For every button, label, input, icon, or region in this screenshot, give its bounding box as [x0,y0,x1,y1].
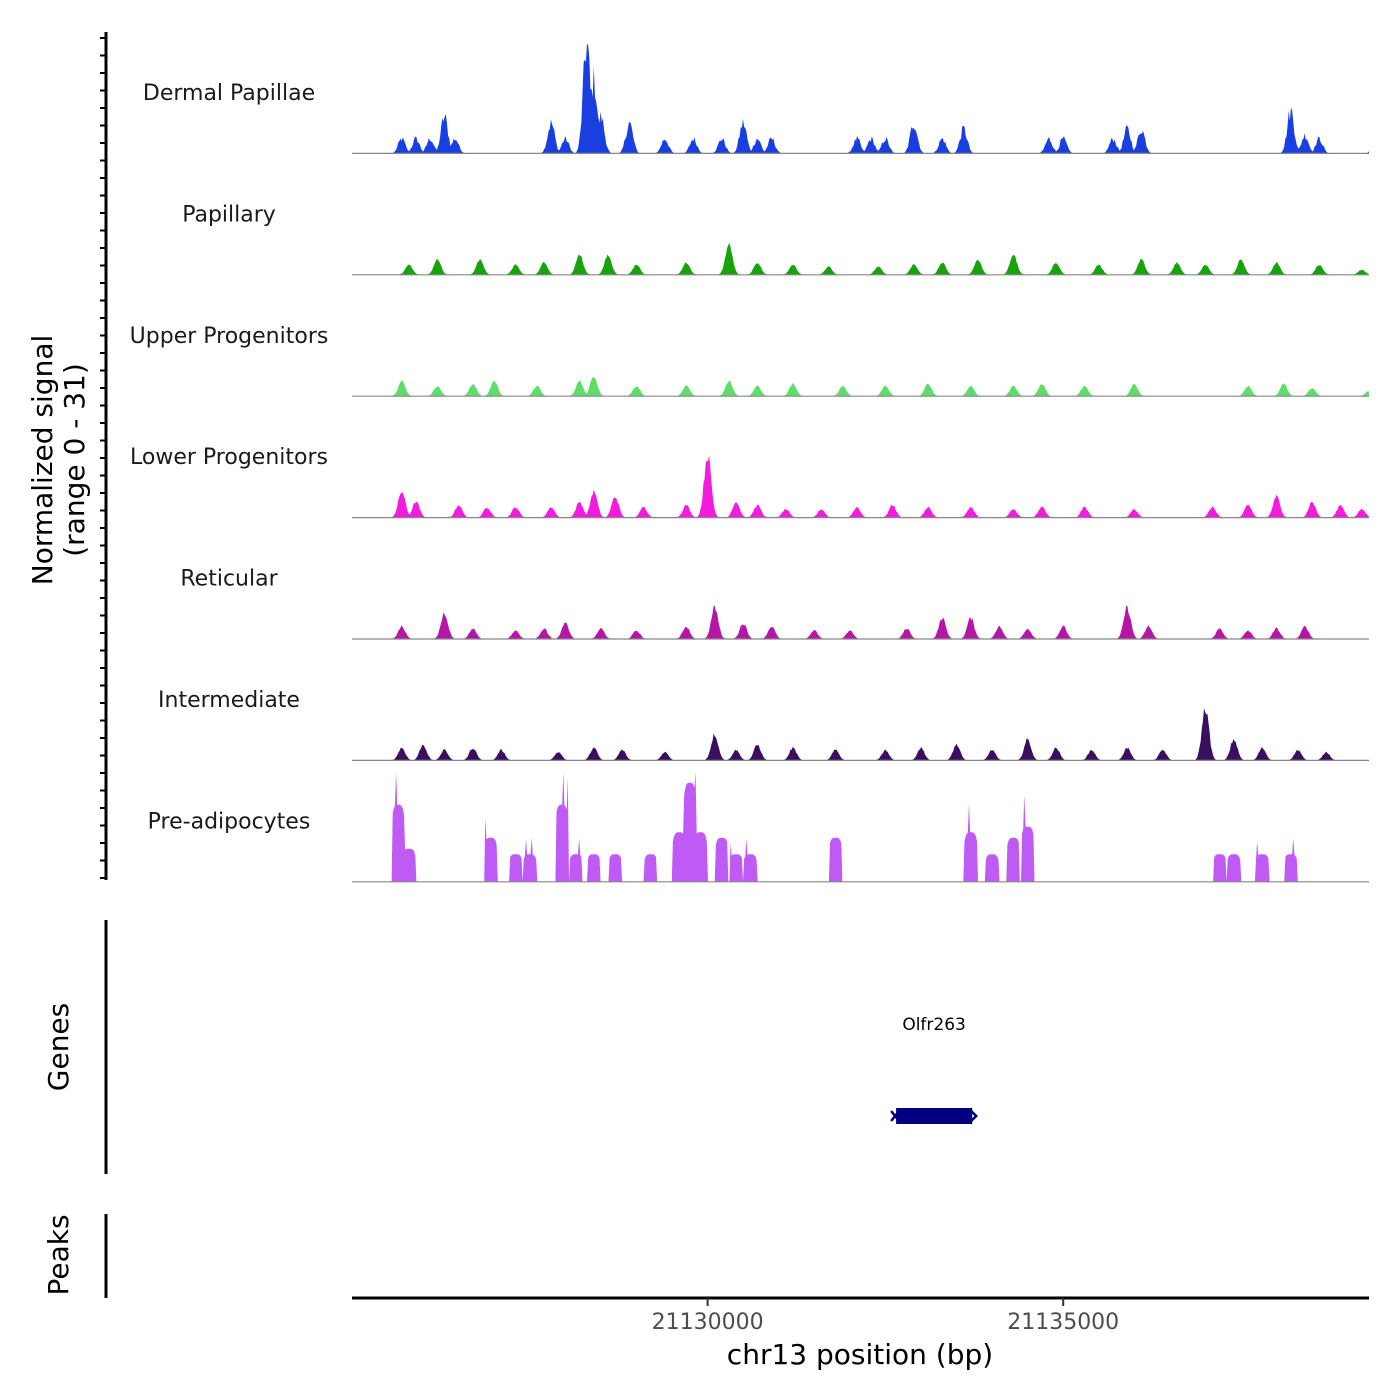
track-papillary: Papillary [182,202,1369,276]
gene-strand-marker [890,1110,901,1122]
genes-track-label: Genes [42,1003,75,1091]
y-axis-label: Normalized signal (range 0 - 31) [26,335,91,586]
track-lower-progenitors: Lower Progenitors [130,445,1369,519]
gene-label: Olfr263 [902,1015,966,1035]
track-intermediate: Intermediate [158,688,1369,762]
track-label: Dermal Papillae [143,81,315,106]
signal-axis-ticks [100,37,106,879]
gene-exon [896,1108,973,1124]
signal-tracks: Dermal Papillae Papillary Upper Progenitor… [130,43,1369,883]
track-pre-adipocytes: Pre-adipocytes [148,771,1369,883]
x-axis-label: chr13 position (bp) [727,1338,993,1371]
x-axis-ticks: 21130000 21135000 [652,1298,1119,1335]
track-label: Upper Progenitors [130,324,329,349]
peaks-track-label: Peaks [42,1214,75,1295]
track-label: Lower Progenitors [130,445,328,470]
coverage-area [352,43,1369,154]
track-label: Reticular [180,567,278,592]
y-axis-label-line2: (range 0 - 31) [58,363,91,557]
coverage-area [352,771,1369,882]
track-upper-progenitors: Upper Progenitors [130,324,1369,397]
x-axis-tick-label: 21135000 [1007,1310,1119,1335]
track-label: Papillary [182,202,276,227]
track-label: Intermediate [158,688,300,713]
track-label: Pre-adipocytes [148,809,311,834]
gene-end-marker [969,1109,978,1123]
gene-olfr263: Olfr263 [890,1015,978,1124]
track-reticular: Reticular [180,567,1369,640]
x-axis-tick-label: 21130000 [652,1310,764,1335]
track-dermal-papillae: Dermal Papillae [143,43,1369,154]
y-axis-label-line1: Normalized signal [26,335,59,586]
genes-track: Olfr263 [890,1015,978,1124]
coverage-area [352,242,1369,275]
